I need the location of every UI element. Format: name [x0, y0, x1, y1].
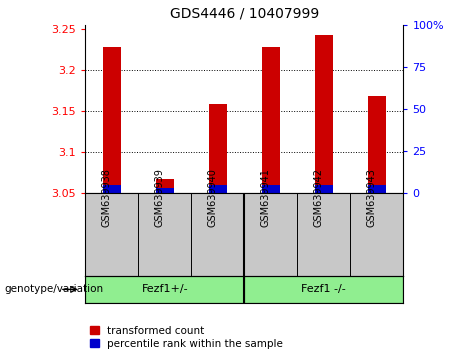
- Bar: [314, 35, 333, 193]
- Text: GSM639941: GSM639941: [261, 168, 271, 227]
- Bar: [261, 184, 280, 193]
- Title: GDS4446 / 10407999: GDS4446 / 10407999: [170, 7, 319, 21]
- Bar: [155, 188, 174, 193]
- Text: genotype/variation: genotype/variation: [5, 284, 104, 295]
- Text: GSM639942: GSM639942: [314, 167, 324, 227]
- Text: Fezf1+/-: Fezf1+/-: [142, 284, 188, 295]
- Bar: [102, 184, 121, 193]
- Bar: [367, 96, 386, 193]
- Bar: [208, 104, 227, 193]
- Bar: [208, 184, 227, 193]
- Text: GSM639938: GSM639938: [102, 168, 112, 227]
- Bar: [85, 276, 244, 303]
- Bar: [102, 47, 121, 193]
- Legend: transformed count, percentile rank within the sample: transformed count, percentile rank withi…: [90, 326, 283, 349]
- Bar: [155, 179, 174, 193]
- Bar: [314, 184, 333, 193]
- Text: GSM639943: GSM639943: [367, 168, 377, 227]
- Bar: [261, 47, 280, 193]
- Bar: [367, 184, 386, 193]
- Text: GSM639940: GSM639940: [208, 168, 218, 227]
- Text: GSM639939: GSM639939: [155, 168, 165, 227]
- Bar: [244, 276, 403, 303]
- Text: Fezf1 -/-: Fezf1 -/-: [301, 284, 346, 295]
